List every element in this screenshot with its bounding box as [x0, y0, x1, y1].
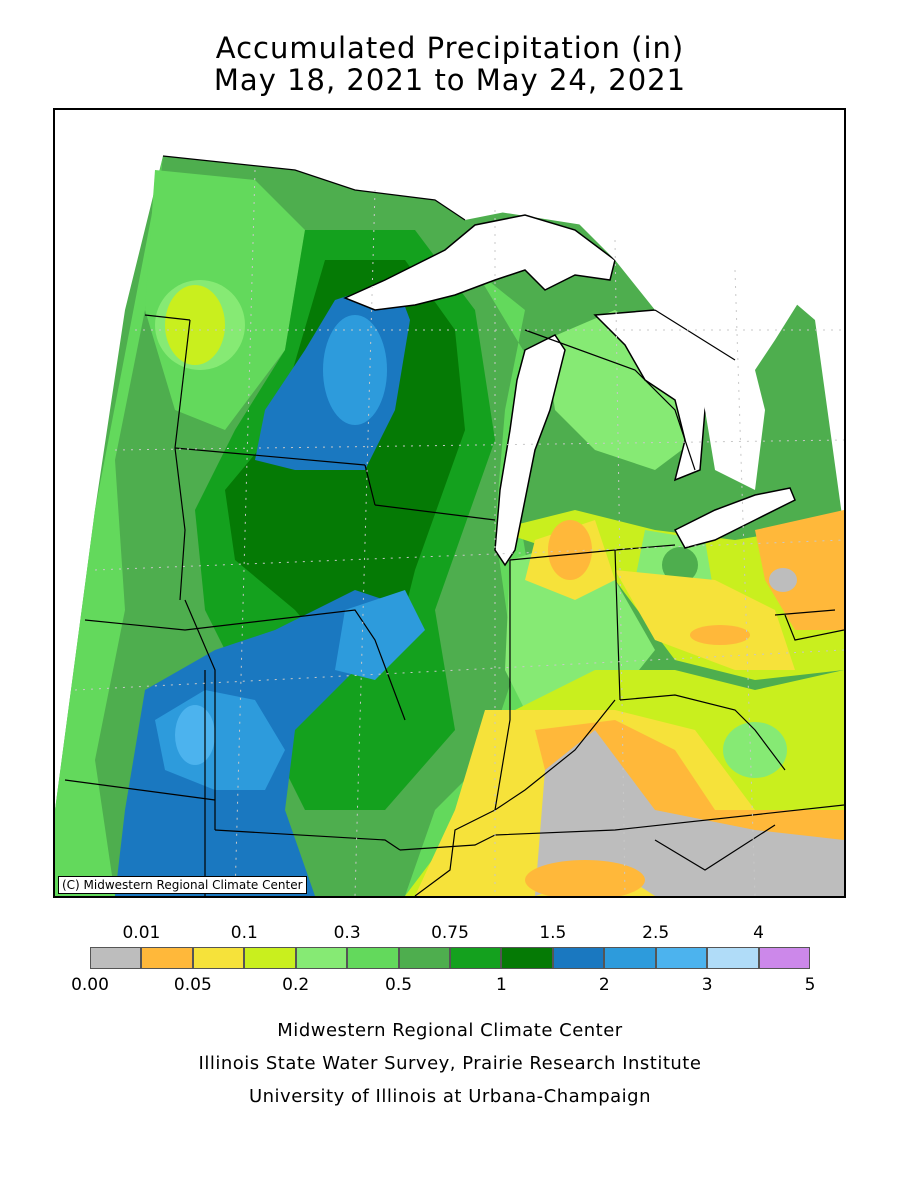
precip-zone-east-orange — [690, 625, 750, 645]
precip-zone-north-lightblue — [323, 315, 387, 425]
precip-zone-south-orange-spot — [525, 860, 645, 896]
precip-zone-south-lightblue — [175, 705, 215, 765]
legend-color-box — [141, 947, 193, 969]
legend-upper-label: 0.3 — [333, 923, 361, 943]
legend-color-box — [192, 947, 245, 969]
lake-superior — [343, 214, 616, 311]
copyright-label: (C) Midwestern Regional Climate Center — [58, 876, 307, 894]
precip-zone-west-light — [55, 156, 163, 896]
precip-zone-iowa-blue — [335, 590, 425, 680]
legend-color-box — [604, 947, 656, 969]
map-canvas — [55, 110, 844, 896]
credit-institute: Illinois State Water Survey, Prairie Res… — [198, 1053, 702, 1074]
legend-color-box — [347, 947, 399, 969]
lake-erie — [673, 487, 796, 549]
legend-color-box — [707, 947, 759, 969]
lake-michigan — [494, 334, 566, 567]
legend-upper-label: 0.1 — [230, 923, 258, 943]
legend-color-box — [244, 947, 296, 969]
precip-zone-northeast-orange — [755, 510, 844, 630]
legend-lower-label: 0.00 — [71, 975, 109, 995]
legend-upper-label: 0.01 — [122, 923, 161, 943]
legend-lower-label: 1 — [496, 975, 507, 995]
precip-zone-south-orange — [535, 720, 844, 850]
legend-upper-label: 0.75 — [431, 923, 469, 943]
credit-organization: Midwestern Regional Climate Center — [277, 1020, 623, 1041]
legend-color-box — [90, 947, 142, 969]
precip-zone-kentucky-green — [723, 722, 787, 778]
map-title: Accumulated Precipitation (in) — [215, 31, 685, 65]
state-borders — [64, 155, 844, 896]
legend-color-box — [398, 947, 450, 969]
legend-color-box — [655, 947, 708, 969]
legend-lower-label: 3 — [701, 975, 713, 995]
precip-zone-ohio-darkgreen — [662, 547, 698, 583]
legend-lower-label: 2 — [598, 975, 610, 995]
legend-color-box — [295, 947, 348, 969]
legend-upper-label: 1.5 — [539, 923, 567, 943]
legend-upper-label: 2.5 — [642, 923, 670, 943]
legend-lower-label: 0.5 — [385, 975, 413, 995]
legend-lower-label: 0.05 — [173, 975, 212, 995]
legend-color-box — [450, 947, 502, 969]
legend-color-box — [501, 947, 553, 969]
legend-lower-label: 5 — [804, 975, 816, 995]
legend-color-box — [758, 947, 810, 969]
precip-zone-east-yellow — [615, 570, 795, 670]
legend-color-box — [552, 947, 605, 969]
precip-zone-northeast-gray — [769, 568, 797, 592]
precip-zone-indiana-orange — [548, 520, 592, 580]
precip-zone-mn-lime — [165, 285, 225, 365]
map-date-range: May 18, 2021 to May 24, 2021 — [213, 63, 687, 97]
color-legend: 0.01 0.1 0.3 0.75 1.5 2.5 4 0.00 0.05 0.2 0.5 1 2 3 5 — [0, 920, 900, 1000]
precipitation-map: (C) Midwestern Regional Climate Center — [53, 108, 846, 898]
canada-land — [255, 110, 844, 490]
credit-university: University of Illinois at Urbana-Champai… — [248, 1086, 652, 1107]
legend-lower-label: 0.2 — [282, 975, 310, 995]
legend-upper-label: 4 — [753, 923, 764, 943]
precip-zone-south-gray — [535, 730, 844, 896]
graticule — [74, 169, 844, 896]
